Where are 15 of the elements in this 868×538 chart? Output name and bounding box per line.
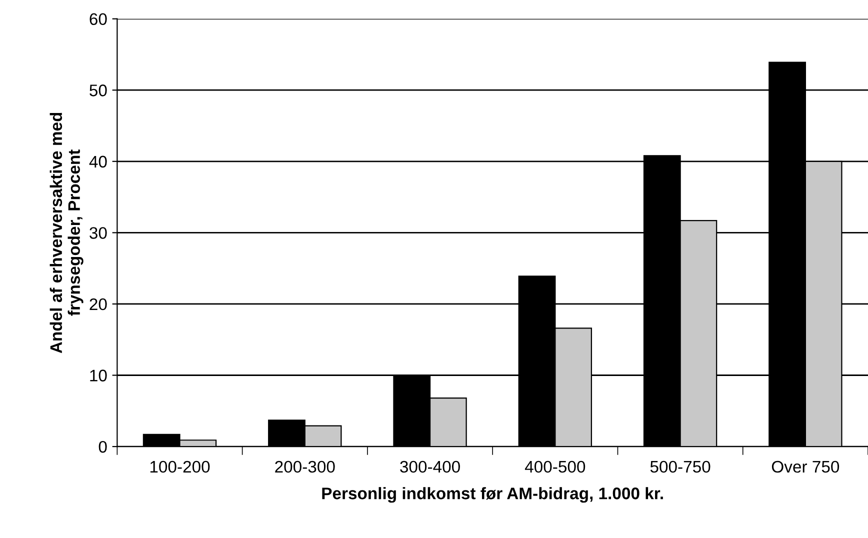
x-tick-label: 400-500 — [524, 460, 586, 473]
y-axis-title: Andel af erhverversaktive med frynsegoder, Procent — [50, 112, 84, 354]
x-tick-label: Over 750 — [772, 460, 840, 473]
x-tick-label: 100-200 — [150, 460, 210, 473]
x-tick-label: 200-300 — [275, 460, 335, 473]
y-tick-label: 30 — [90, 227, 107, 239]
y-tick-label: 50 — [90, 84, 107, 96]
x-tick-label: 500-750 — [650, 460, 710, 473]
y-tick-label: 60 — [90, 13, 107, 26]
y-tick-label: 0 — [98, 440, 107, 453]
x-tick-label: 300-400 — [400, 460, 460, 473]
y-tick-label: 10 — [90, 370, 107, 382]
y-tick-label: 20 — [90, 298, 107, 310]
y-tick-label: 40 — [89, 156, 107, 168]
x-axis-title: Personlig indkomst før AM-bidrag, 1.000 kr. — [322, 487, 663, 503]
